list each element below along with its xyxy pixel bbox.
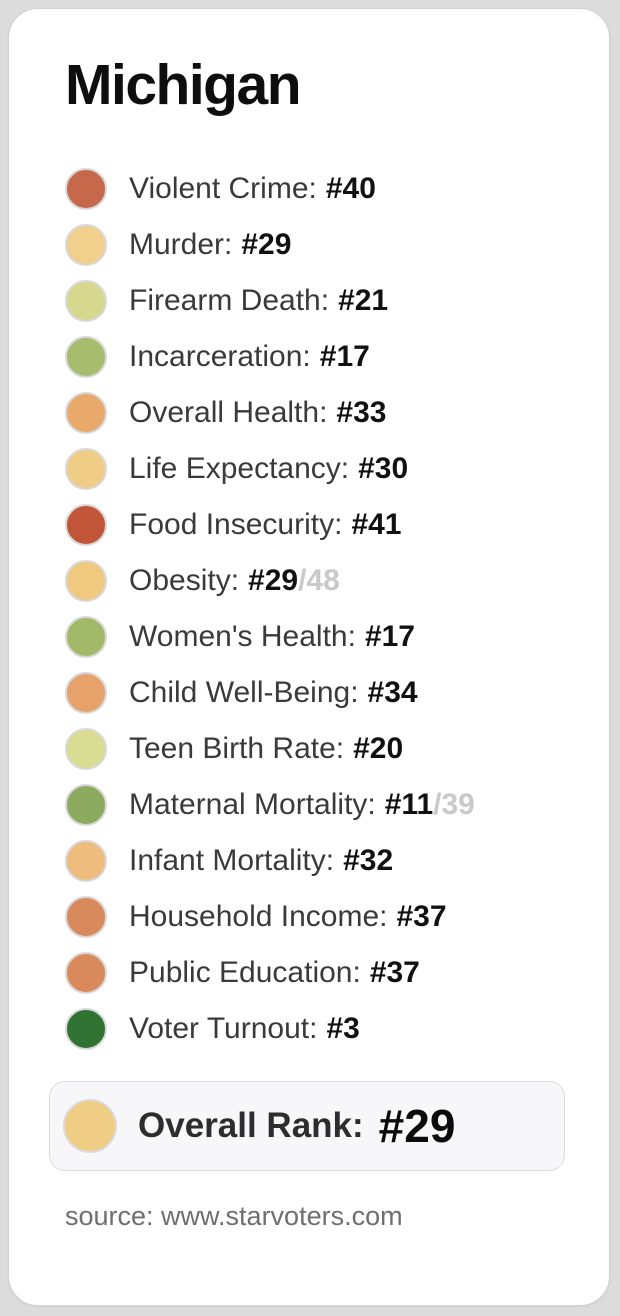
metric-rank: #30	[358, 452, 409, 485]
metric-rank: #40	[325, 172, 376, 205]
metric-list: Violent Crime: #40 Murder: #29 Firearm D…	[9, 161, 609, 1057]
rank-dot-icon	[65, 616, 107, 658]
metric-label: Obesity:	[129, 564, 240, 597]
metric-label: Violent Crime:	[129, 172, 317, 205]
state-title: Michigan	[65, 53, 302, 117]
rank-dot-icon	[65, 504, 107, 546]
metric-row-voter-turnout: Voter Turnout: #3	[9, 1001, 609, 1057]
metric-rank: #34	[367, 676, 418, 709]
metric-rank: #29	[241, 228, 292, 261]
rank-dot-icon	[65, 560, 107, 602]
metric-row-firearm-death: Firearm Death: #21	[9, 273, 609, 329]
rank-dot-icon	[65, 672, 107, 714]
metric-rank: #37	[396, 900, 447, 933]
rank-dot-icon	[65, 952, 107, 994]
overall-rank-card: Overall Rank: #29	[49, 1081, 565, 1171]
rank-dot-icon	[65, 728, 107, 770]
metric-rank: #21	[338, 284, 389, 317]
metric-label: Incarceration:	[129, 340, 311, 373]
metric-rank: #20	[353, 732, 404, 765]
metric-rank: #17	[319, 340, 370, 373]
metric-rank: #37	[369, 956, 420, 989]
metric-row-life-expectancy: Life Expectancy: #30	[9, 441, 609, 497]
metric-rank: #29	[248, 564, 299, 597]
metric-row-incarceration: Incarceration: #17	[9, 329, 609, 385]
metric-row-household-income: Household Income: #37	[9, 889, 609, 945]
metric-row-violent-crime: Violent Crime: #40	[9, 161, 609, 217]
overall-rank-value: #29	[378, 1100, 456, 1152]
metric-label: Teen Birth Rate:	[129, 732, 345, 765]
metric-row-child-well-being: Child Well-Being: #34	[9, 665, 609, 721]
metric-row-teen-birth-rate: Teen Birth Rate: #20	[9, 721, 609, 777]
rank-dot-icon	[65, 1008, 107, 1050]
metric-rank: #3	[326, 1012, 360, 1045]
metric-row-womens-health: Women's Health: #17	[9, 609, 609, 665]
metric-row-public-education: Public Education: #37	[9, 945, 609, 1001]
metric-row-obesity: Obesity: #29 /48	[9, 553, 609, 609]
metric-rank: #17	[364, 620, 415, 653]
metric-label: Household Income:	[129, 900, 388, 933]
source-text: source: www.starvoters.com	[65, 1201, 403, 1231]
metric-label: Public Education:	[129, 956, 361, 989]
metric-rank-total: /48	[298, 564, 340, 597]
rank-dot-icon	[65, 168, 107, 210]
metric-rank-total: /39	[433, 788, 475, 821]
metric-label: Overall Health:	[129, 396, 328, 429]
rank-dot-icon	[65, 784, 107, 826]
rank-dot-icon	[65, 448, 107, 490]
rank-dot-icon	[65, 224, 107, 266]
metric-label: Life Expectancy:	[129, 452, 350, 485]
metric-label: Child Well-Being:	[129, 676, 359, 709]
rank-dot-icon	[65, 840, 107, 882]
metric-label: Murder:	[129, 228, 233, 261]
metric-rank: #33	[336, 396, 387, 429]
overall-rank-label: Overall Rank:	[138, 1106, 364, 1145]
overall-rank-dot-icon	[63, 1099, 117, 1153]
metric-rank: #11	[384, 788, 434, 821]
metric-label: Voter Turnout:	[129, 1012, 318, 1045]
metric-label: Firearm Death:	[129, 284, 330, 317]
metric-rank: #32	[343, 844, 394, 877]
metric-rank: #41	[351, 508, 402, 541]
metric-label: Women's Health:	[129, 620, 356, 653]
rank-dot-icon	[65, 392, 107, 434]
state-rank-card: Michigan Violent Crime: #40 Murder: #29 …	[8, 8, 610, 1306]
metric-label: Food Insecurity:	[129, 508, 343, 541]
metric-row-infant-mortality: Infant Mortality: #32	[9, 833, 609, 889]
metric-row-overall-health: Overall Health: #33	[9, 385, 609, 441]
metric-label: Maternal Mortality:	[129, 788, 376, 821]
metric-row-maternal-mortality: Maternal Mortality: #11 /39	[9, 777, 609, 833]
rank-dot-icon	[65, 896, 107, 938]
metric-label: Infant Mortality:	[129, 844, 335, 877]
metric-row-murder: Murder: #29	[9, 217, 609, 273]
rank-dot-icon	[65, 280, 107, 322]
rank-dot-icon	[65, 336, 107, 378]
metric-row-food-insecurity: Food Insecurity: #41	[9, 497, 609, 553]
